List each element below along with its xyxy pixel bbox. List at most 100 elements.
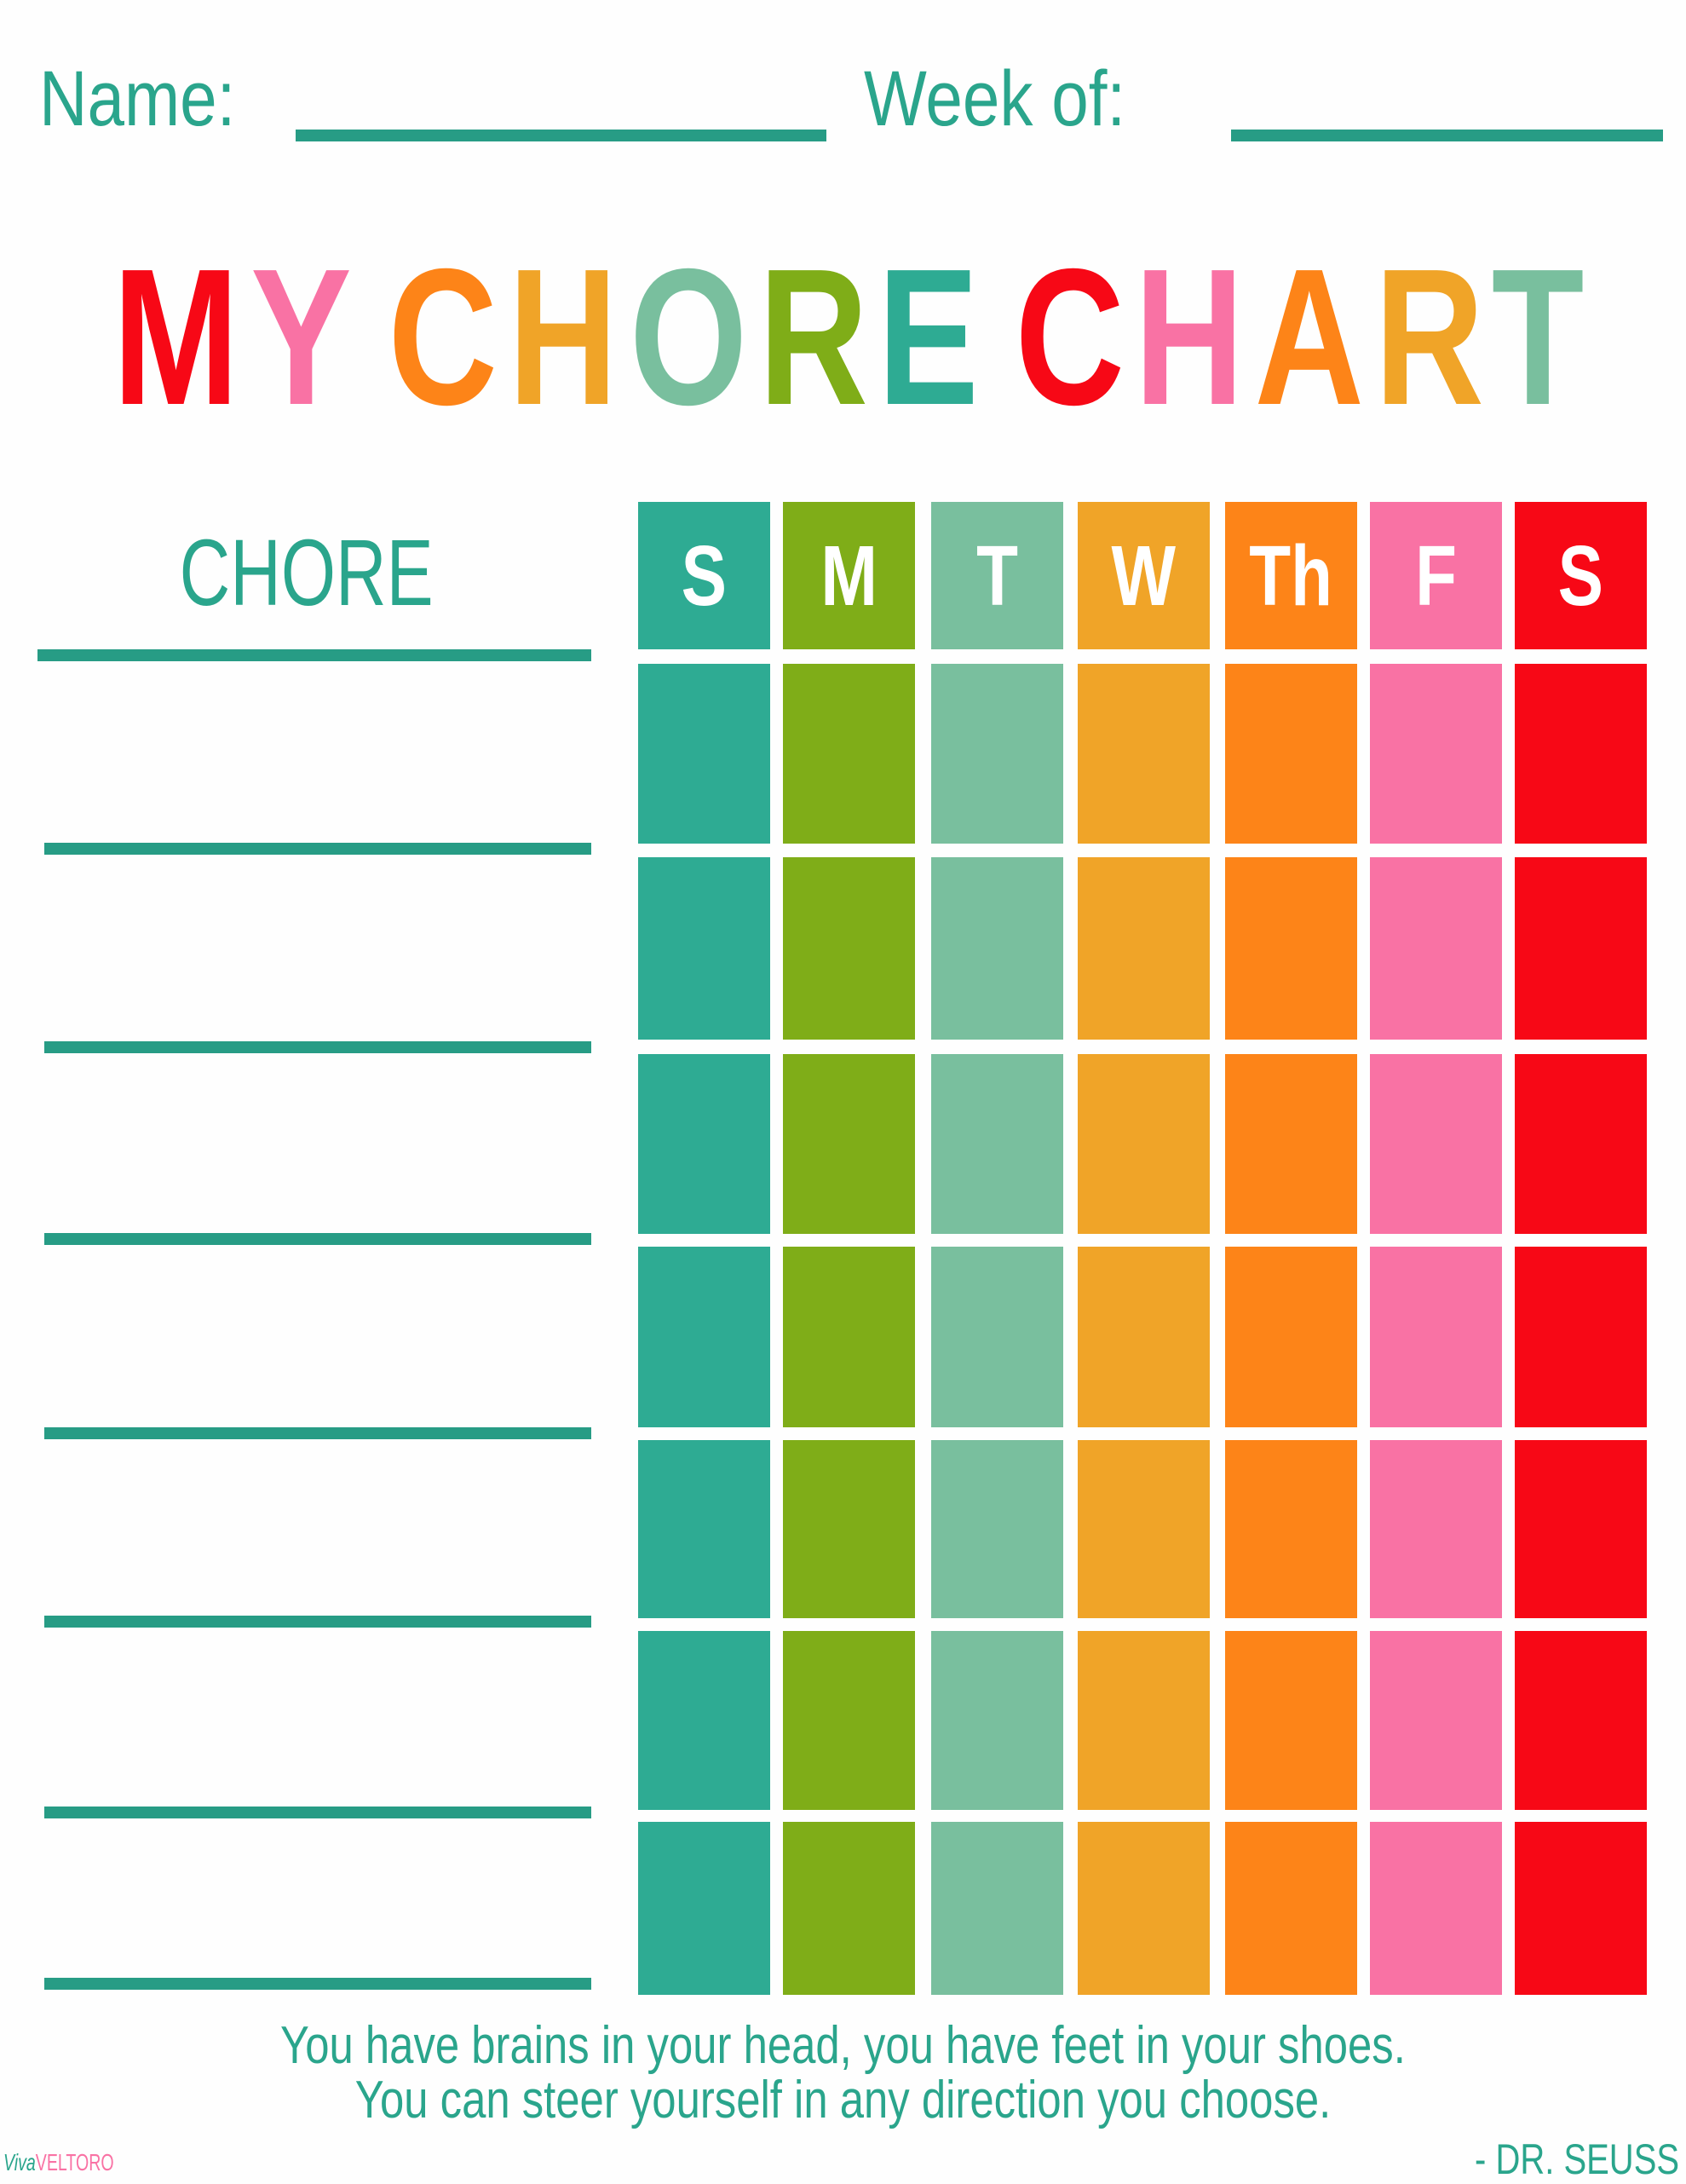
chore-heading-text: CHORE — [180, 521, 434, 625]
chore-line[interactable] — [44, 1233, 591, 1245]
chore-day-cell[interactable] — [1078, 1631, 1210, 1810]
brand-logo: VivaVELTORO — [3, 2149, 114, 2176]
title-letter: M — [112, 229, 242, 446]
title-letter — [351, 240, 391, 435]
day-label: Th — [1249, 527, 1333, 624]
chore-line[interactable] — [44, 1427, 591, 1439]
chore-day-cell[interactable] — [931, 1631, 1063, 1810]
chore-day-cell[interactable] — [1370, 1054, 1502, 1234]
day-header: Th — [1225, 502, 1357, 649]
logo-viva: Viva — [3, 2149, 36, 2175]
chore-day-cell[interactable] — [1078, 664, 1210, 844]
chore-line[interactable] — [44, 1616, 591, 1628]
chore-day-cell[interactable] — [1078, 1822, 1210, 1995]
chore-day-cell[interactable] — [1515, 1054, 1647, 1234]
chore-line[interactable] — [44, 1978, 591, 1990]
chore-line[interactable] — [44, 1807, 591, 1818]
day-label: T — [976, 527, 1018, 624]
chore-day-cell[interactable] — [1370, 1631, 1502, 1810]
chore-day-cell[interactable] — [783, 664, 915, 844]
title-letter: T — [1492, 229, 1587, 446]
chore-day-cell[interactable] — [1078, 1247, 1210, 1427]
day-header: T — [931, 502, 1063, 649]
chore-day-cell[interactable] — [638, 1054, 770, 1234]
chore-day-cell[interactable] — [1225, 857, 1357, 1040]
name-label: Name: — [39, 55, 236, 142]
chore-day-cell[interactable] — [1370, 1247, 1502, 1427]
title-letter: C — [388, 229, 501, 446]
chore-day-cell[interactable] — [638, 1247, 770, 1427]
chore-day-cell[interactable] — [1078, 857, 1210, 1040]
chore-day-cell[interactable] — [931, 1822, 1063, 1995]
chore-day-cell[interactable] — [1225, 1247, 1357, 1427]
chore-day-cell[interactable] — [638, 1822, 770, 1995]
title-letter: C — [1015, 229, 1127, 446]
title-letter: E — [877, 229, 981, 446]
chore-day-cell[interactable] — [1225, 1822, 1357, 1995]
chore-day-cell[interactable] — [1515, 664, 1647, 844]
day-label: M — [820, 527, 878, 624]
day-label: W — [1111, 527, 1177, 624]
chore-day-cell[interactable] — [1370, 664, 1502, 844]
chore-day-cell[interactable] — [638, 664, 770, 844]
week-of-field[interactable] — [1231, 130, 1663, 141]
chore-day-cell[interactable] — [931, 1054, 1063, 1234]
title-letter: R — [758, 229, 872, 446]
chore-day-cell[interactable] — [1515, 857, 1647, 1040]
day-label: S — [1557, 527, 1604, 624]
chore-day-cell[interactable] — [1225, 1631, 1357, 1810]
chore-day-cell[interactable] — [783, 1822, 915, 1995]
day-header: F — [1370, 502, 1502, 649]
chore-day-cell[interactable] — [1225, 1054, 1357, 1234]
quote-author: - DR. SEUSS — [1474, 2135, 1679, 2183]
title-letter: H — [1134, 229, 1247, 446]
name-field[interactable] — [296, 130, 826, 141]
chore-day-cell[interactable] — [1370, 1440, 1502, 1618]
chore-day-cell[interactable] — [783, 1054, 915, 1234]
chore-day-cell[interactable] — [1225, 1440, 1357, 1618]
chore-day-cell[interactable] — [638, 1440, 770, 1618]
day-header: W — [1078, 502, 1210, 649]
chore-day-cell[interactable] — [931, 857, 1063, 1040]
chore-day-cell[interactable] — [1515, 1631, 1647, 1810]
chore-heading: CHORE — [51, 527, 562, 620]
title-letter: A — [1254, 229, 1367, 446]
chore-day-cell[interactable] — [931, 664, 1063, 844]
title-letter: R — [1374, 229, 1487, 446]
chore-day-cell[interactable] — [638, 1631, 770, 1810]
quote-line-2: You can steer yourself in any direction … — [0, 2074, 1686, 2127]
chore-day-cell[interactable] — [931, 1440, 1063, 1618]
chore-day-cell[interactable] — [1078, 1440, 1210, 1618]
logo-veltoro: VELTORO — [35, 2149, 114, 2175]
quote-line-1: You have brains in your head, you have f… — [0, 2020, 1686, 2072]
chore-day-cell[interactable] — [1515, 1822, 1647, 1995]
chore-day-cell[interactable] — [783, 1440, 915, 1618]
day-label: S — [681, 527, 728, 624]
chore-line[interactable] — [44, 843, 591, 855]
chore-day-cell[interactable] — [1515, 1440, 1647, 1618]
day-header: S — [638, 502, 770, 649]
day-label: F — [1415, 527, 1457, 624]
title-letter — [977, 240, 1017, 435]
chore-line[interactable] — [44, 1041, 591, 1053]
day-header: S — [1515, 502, 1647, 649]
quote-line-1-text: You have brains in your head, you have f… — [280, 2016, 1406, 2075]
chore-day-cell[interactable] — [1078, 1054, 1210, 1234]
chore-day-cell[interactable] — [783, 1631, 915, 1810]
quote-line-2-text: You can steer yourself in any direction … — [354, 2071, 1332, 2129]
chore-heading-underline — [37, 649, 591, 661]
chore-day-cell[interactable] — [783, 1247, 915, 1427]
chore-day-cell[interactable] — [783, 857, 915, 1040]
title-letter: Y — [250, 229, 355, 446]
chore-day-cell[interactable] — [931, 1247, 1063, 1427]
title-letter: O — [629, 229, 751, 446]
page-title: MY CHORE CHART — [51, 240, 1644, 435]
chore-day-cell[interactable] — [1370, 857, 1502, 1040]
title-letter: H — [508, 229, 621, 446]
week-of-label: Week of: — [864, 55, 1126, 142]
day-header: M — [783, 502, 915, 649]
chore-day-cell[interactable] — [1370, 1822, 1502, 1995]
chore-day-cell[interactable] — [1225, 664, 1357, 844]
chore-day-cell[interactable] — [1515, 1247, 1647, 1427]
chore-day-cell[interactable] — [638, 857, 770, 1040]
